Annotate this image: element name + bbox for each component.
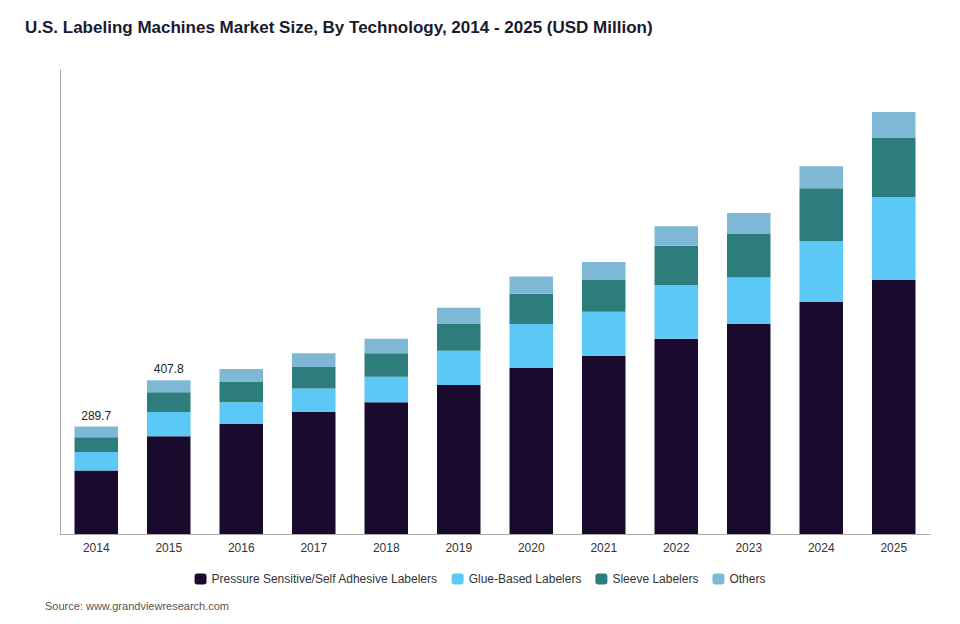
svg-text:2017: 2017 <box>300 541 327 555</box>
svg-text:Glue-Based Labelers: Glue-Based Labelers <box>469 572 582 586</box>
svg-text:Sleeve Labelers: Sleeve Labelers <box>612 572 698 586</box>
svg-text:2023: 2023 <box>735 541 762 555</box>
svg-text:U.S. Labeling Machines Market: U.S. Labeling Machines Market Size, By T… <box>25 18 653 37</box>
svg-text:2018: 2018 <box>373 541 400 555</box>
svg-text:Others: Others <box>729 572 765 586</box>
svg-text:2020: 2020 <box>518 541 545 555</box>
svg-text:Pressure Sensitive/Self Adhesi: Pressure Sensitive/Self Adhesive Labeler… <box>212 572 437 586</box>
svg-text:2025: 2025 <box>880 541 907 555</box>
svg-text:2024: 2024 <box>808 541 835 555</box>
svg-text:2022: 2022 <box>663 541 690 555</box>
svg-text:2019: 2019 <box>445 541 472 555</box>
svg-text:2016: 2016 <box>228 541 255 555</box>
svg-text:289.7: 289.7 <box>81 409 111 423</box>
svg-text:2021: 2021 <box>590 541 617 555</box>
svg-text:Source: www.grandviewresearch.: Source: www.grandviewresearch.com <box>45 600 229 612</box>
svg-text:2015: 2015 <box>155 541 182 555</box>
svg-text:2014: 2014 <box>83 541 110 555</box>
svg-text:407.8: 407.8 <box>154 362 184 376</box>
